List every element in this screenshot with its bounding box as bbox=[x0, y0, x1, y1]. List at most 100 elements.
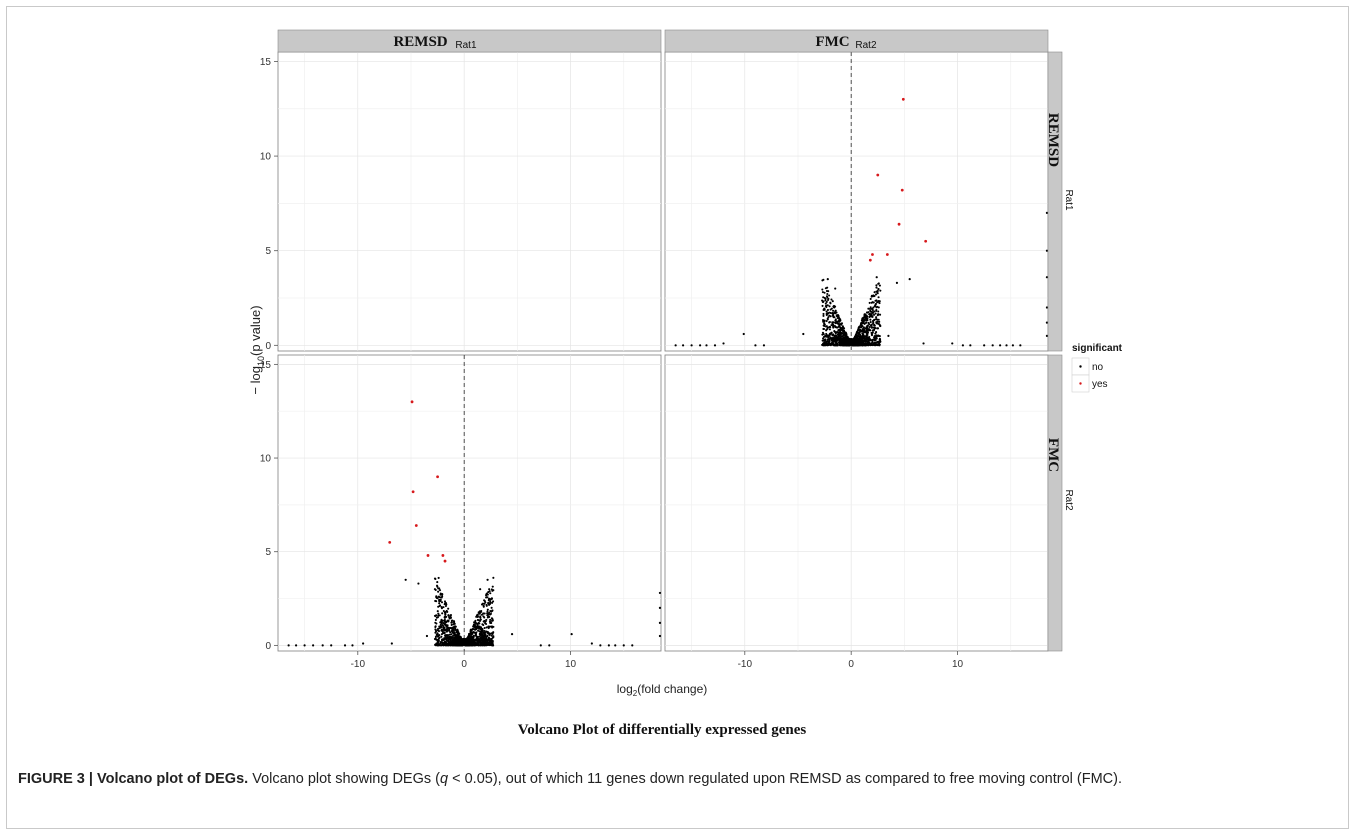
gene-point-not-significant bbox=[831, 342, 834, 346]
gene-point-not-significant bbox=[471, 627, 474, 631]
gene-point-not-significant bbox=[828, 338, 831, 341]
gene-point-not-significant bbox=[825, 325, 828, 328]
gene-point-not-significant bbox=[491, 609, 494, 612]
gene-point-not-significant bbox=[443, 627, 446, 630]
gene-point-not-significant bbox=[482, 624, 485, 627]
gene-point-not-significant bbox=[874, 303, 877, 307]
gene-point-not-significant bbox=[471, 632, 474, 636]
gene-point-not-significant bbox=[471, 640, 474, 643]
gene-point-not-significant bbox=[441, 612, 444, 615]
gene-point-not-significant bbox=[858, 326, 861, 329]
gene-point-not-significant bbox=[871, 329, 874, 332]
gene-point-not-significant bbox=[479, 616, 482, 619]
gene-point-not-significant bbox=[848, 343, 851, 346]
gene-point-not-significant bbox=[434, 614, 437, 618]
gene-point-not-significant bbox=[867, 321, 870, 324]
gene-point-not-significant bbox=[441, 639, 444, 642]
gene-point-not-significant bbox=[485, 630, 488, 633]
gene-point-not-significant bbox=[829, 326, 832, 329]
gene-point-not-significant bbox=[826, 327, 829, 331]
gene-point-not-significant bbox=[488, 620, 492, 623]
gene-point-not-significant bbox=[681, 344, 685, 347]
gene-point-not-significant bbox=[835, 334, 838, 337]
gene-point-not-significant bbox=[479, 636, 482, 639]
gene-point-not-significant bbox=[828, 340, 831, 343]
gene-point-not-significant bbox=[450, 627, 453, 630]
gene-point-not-significant bbox=[862, 328, 865, 331]
gene-point-not-significant bbox=[836, 330, 839, 334]
gene-point-not-significant bbox=[483, 629, 486, 633]
gene-point-not-significant bbox=[477, 611, 480, 614]
gene-point-not-significant bbox=[440, 635, 443, 638]
y-axis-label-rest: (p value) bbox=[248, 305, 263, 356]
gene-point-not-significant bbox=[445, 638, 449, 641]
gene-point-not-significant bbox=[868, 307, 872, 311]
gene-point-not-significant bbox=[832, 336, 835, 339]
gene-point-not-significant bbox=[826, 292, 829, 296]
gene-point-not-significant bbox=[842, 338, 845, 341]
gene-point-not-significant bbox=[833, 330, 836, 333]
gene-point-not-significant bbox=[479, 588, 482, 591]
gene-point-not-significant bbox=[877, 310, 880, 313]
caption-text-after-q: < 0.05), out of which 11 genes down regu… bbox=[448, 771, 1122, 787]
gene-point-not-significant bbox=[845, 343, 848, 346]
gene-point-not-significant bbox=[489, 600, 492, 603]
gene-point-not-significant bbox=[762, 344, 766, 347]
gene-point-not-significant bbox=[829, 301, 832, 304]
gene-point-not-significant bbox=[484, 633, 487, 636]
gene-point-not-significant bbox=[417, 582, 420, 585]
gene-point-not-significant bbox=[839, 318, 842, 321]
gene-point-not-significant bbox=[836, 321, 839, 324]
gene-point-not-significant bbox=[825, 290, 828, 293]
gene-point-not-significant bbox=[873, 310, 876, 313]
gene-point-not-significant bbox=[869, 321, 872, 324]
bottom-title: Volcano Plot of differentially expressed… bbox=[518, 722, 807, 738]
gene-point-not-significant bbox=[829, 311, 832, 315]
gene-point-not-significant bbox=[440, 621, 443, 624]
gene-point-not-significant bbox=[485, 643, 489, 646]
gene-point-not-significant bbox=[447, 614, 450, 617]
column-strip-1-name: FMC bbox=[815, 34, 849, 50]
gene-point-not-significant bbox=[455, 639, 458, 642]
x-tick-label: -10 bbox=[738, 659, 753, 670]
gene-point-not-significant bbox=[821, 301, 825, 304]
gene-point-not-significant bbox=[825, 310, 828, 313]
gene-point-not-significant bbox=[486, 614, 490, 617]
gene-point-not-significant bbox=[482, 605, 485, 608]
gene-point-not-significant bbox=[823, 307, 826, 310]
gene-point-not-significant bbox=[488, 640, 492, 644]
gene-point-not-significant bbox=[1045, 321, 1049, 324]
gene-point-not-significant bbox=[447, 644, 450, 647]
gene-point-not-significant bbox=[863, 313, 866, 316]
gene-point-not-significant bbox=[879, 325, 882, 328]
gene-point-not-significant bbox=[877, 313, 880, 316]
gene-point-not-significant bbox=[862, 333, 865, 336]
gene-point-not-significant bbox=[822, 312, 825, 316]
gene-point-not-significant bbox=[488, 602, 492, 606]
gene-point-not-significant bbox=[856, 329, 859, 332]
gene-point-not-significant bbox=[826, 277, 829, 281]
gene-point-not-significant bbox=[474, 626, 477, 629]
gene-point-not-significant bbox=[607, 644, 610, 647]
gene-point-not-significant bbox=[490, 641, 493, 644]
gene-point-not-significant bbox=[485, 604, 488, 607]
gene-point-not-significant bbox=[871, 308, 874, 312]
column-strip-1-label: FMC Rat2 bbox=[815, 34, 876, 51]
gene-point-not-significant bbox=[487, 613, 490, 616]
gene-point-not-significant bbox=[489, 643, 492, 647]
gene-point-not-significant bbox=[878, 320, 881, 323]
x-tick-label: 10 bbox=[952, 659, 964, 670]
gene-point-not-significant bbox=[823, 344, 826, 347]
gene-point-not-significant bbox=[440, 625, 443, 628]
gene-point-not-significant bbox=[449, 635, 453, 638]
gene-point-not-significant bbox=[822, 314, 825, 317]
gene-point-not-significant bbox=[452, 620, 456, 623]
gene-point-not-significant bbox=[825, 319, 828, 323]
gene-point-significant bbox=[436, 475, 439, 479]
y-tick-label: 0 bbox=[265, 641, 271, 652]
gene-point-not-significant bbox=[869, 297, 872, 301]
gene-point-not-significant bbox=[437, 612, 440, 615]
gene-point-not-significant bbox=[908, 277, 911, 281]
x-axis-label-rest: (fold change) bbox=[637, 682, 707, 696]
panel-background bbox=[277, 51, 662, 352]
